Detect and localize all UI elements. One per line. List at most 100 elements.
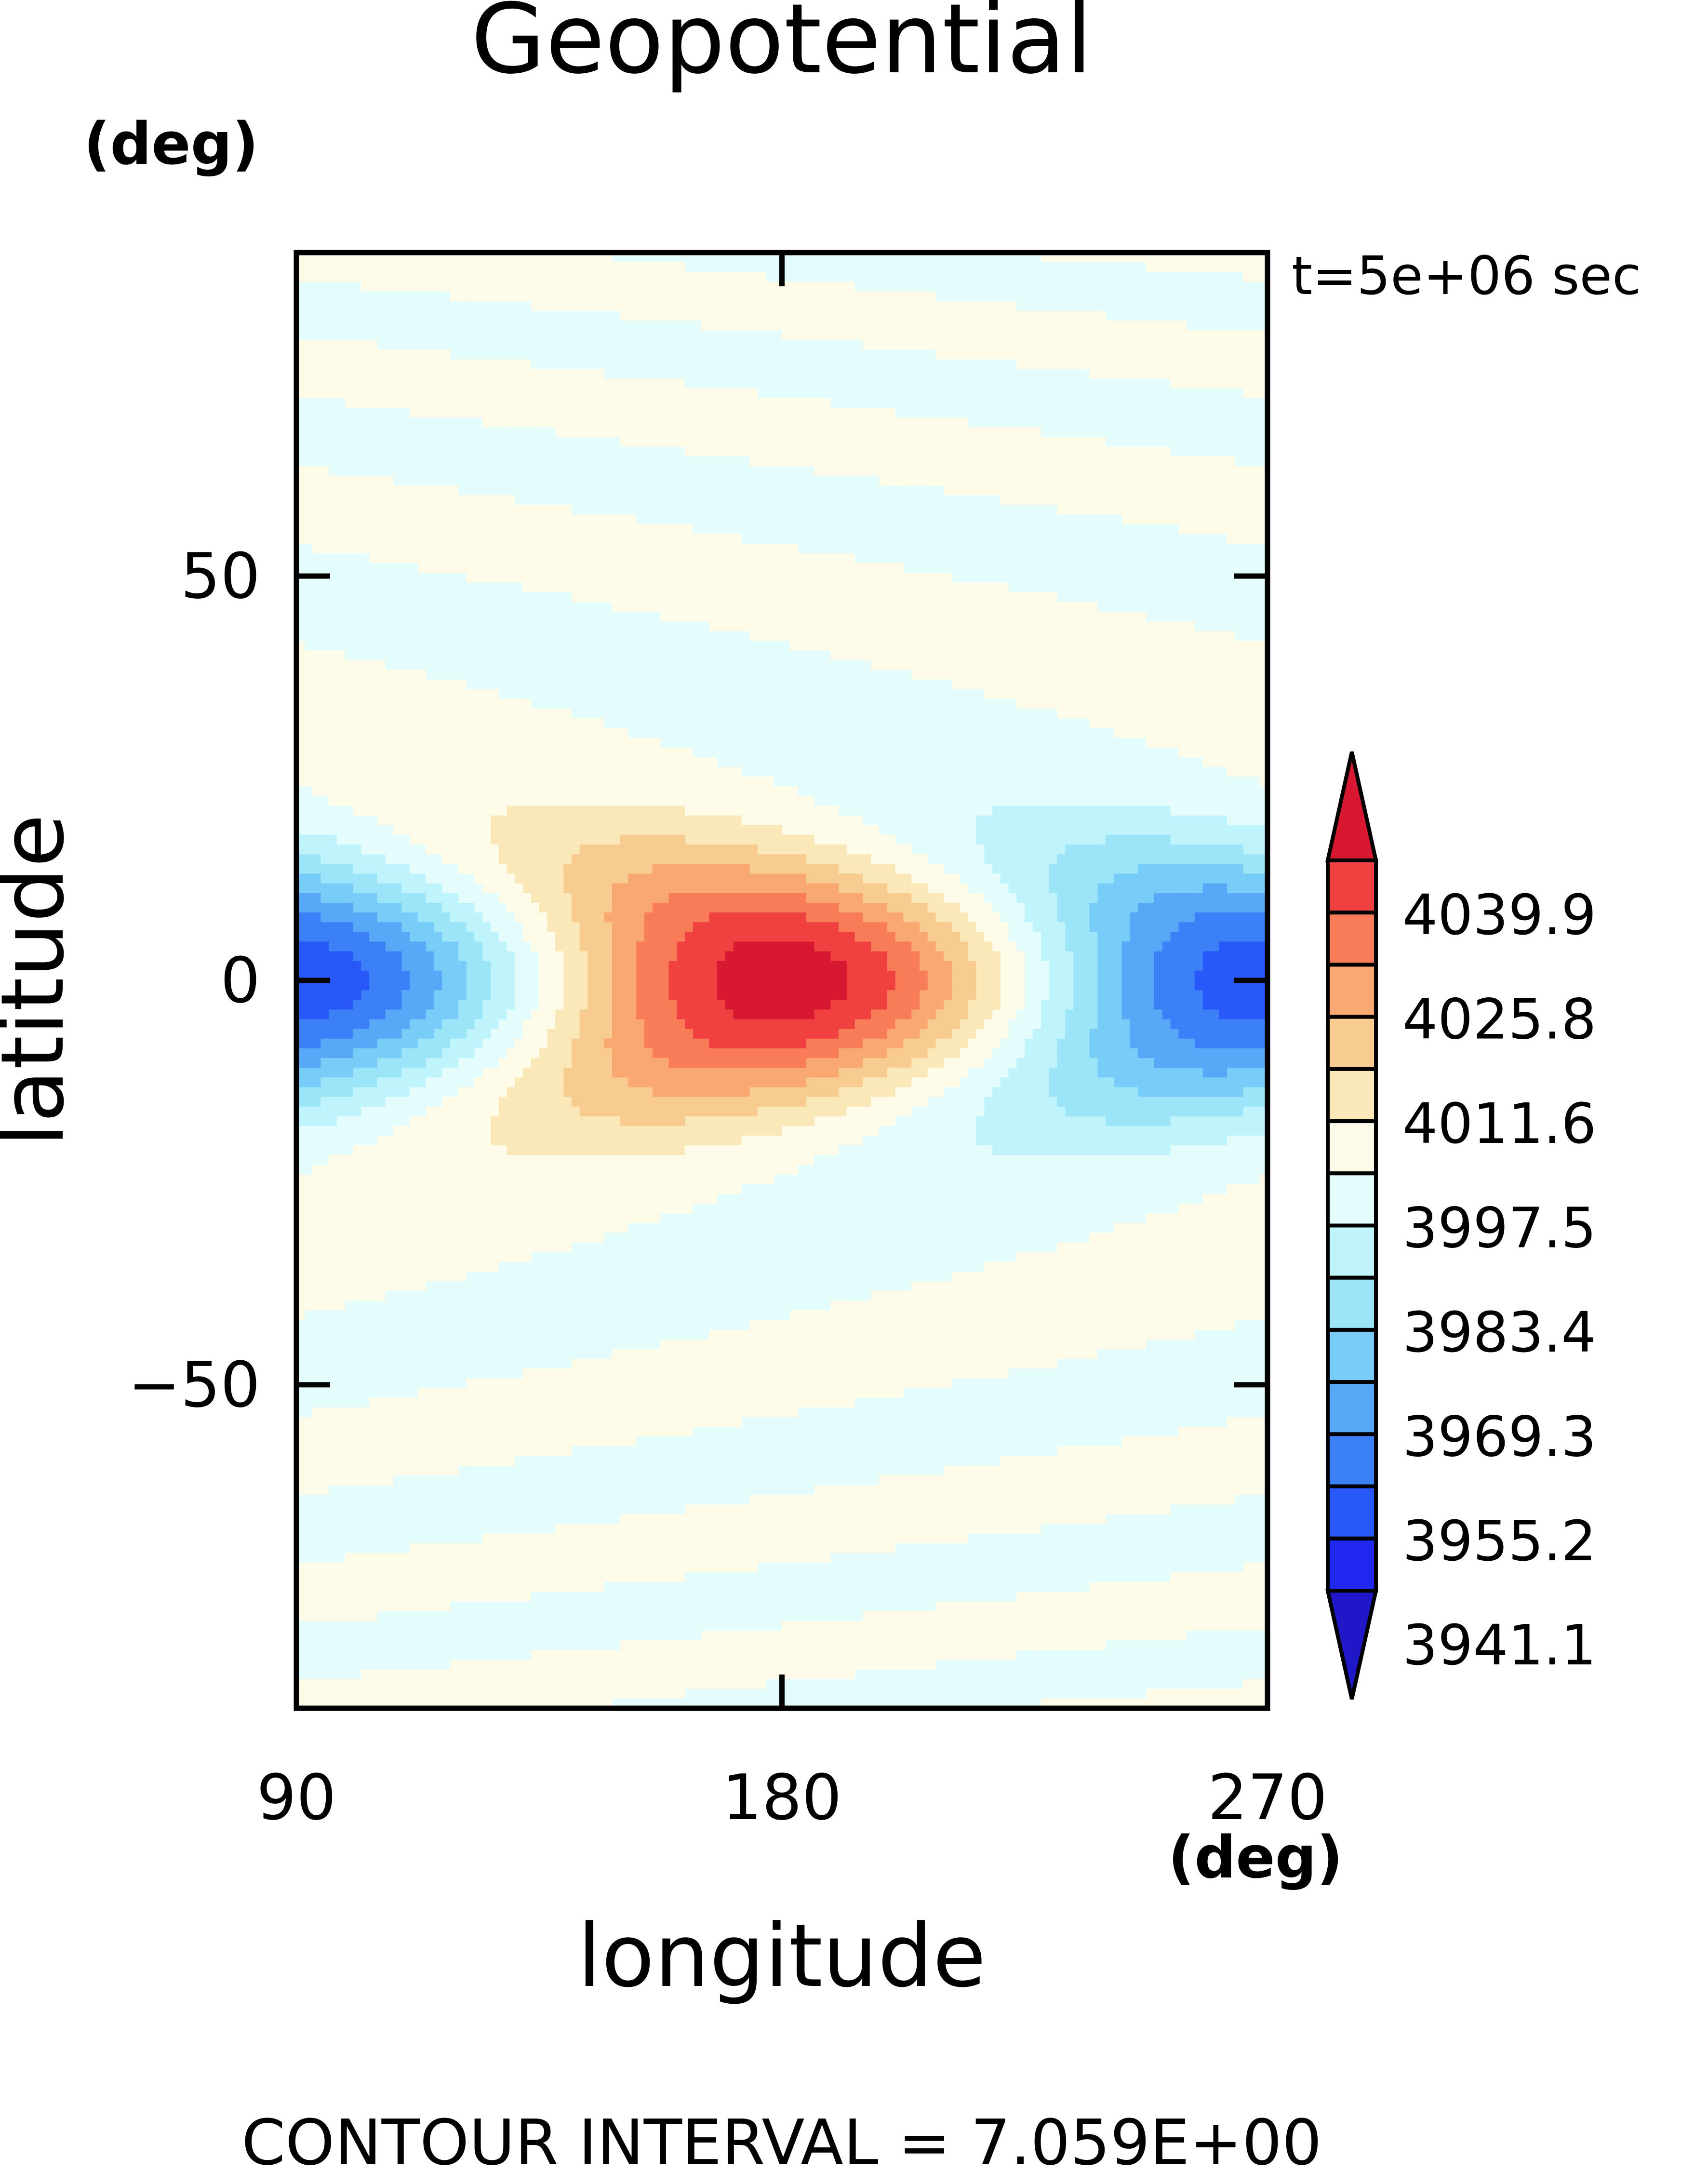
field-cell: [466, 417, 475, 428]
field-cell: [1041, 573, 1050, 583]
field-cell: [919, 602, 928, 612]
field-cell: [579, 573, 588, 583]
field-cell: [450, 582, 459, 593]
field-cell: [1154, 378, 1163, 389]
field-cell: [919, 563, 928, 574]
field-cell: [839, 369, 847, 379]
field-cell: [482, 602, 491, 612]
field-cell: [976, 524, 985, 535]
field-cell: [612, 524, 621, 535]
field-cell: [1235, 631, 1244, 642]
field-cell: [1146, 330, 1155, 340]
field-cell: [385, 408, 394, 418]
field-cell: [944, 573, 952, 583]
field-cell: [822, 553, 831, 564]
field-cell: [668, 291, 678, 302]
field-cell: [709, 291, 718, 302]
field-cell: [798, 476, 807, 486]
field-cell: [579, 631, 588, 642]
field-cell: [515, 330, 523, 340]
field-cell: [1251, 408, 1260, 418]
field-cell: [1202, 437, 1212, 447]
field-cell: [701, 466, 710, 476]
field-cell: [1251, 349, 1260, 360]
field-cell: [1146, 573, 1155, 583]
field-cell: [685, 369, 694, 379]
field-cell: [1041, 446, 1050, 457]
field-cell: [1194, 369, 1203, 379]
field-cell: [596, 369, 604, 379]
field-cell: [1000, 437, 1009, 447]
field-cell: [668, 650, 678, 661]
field-cell: [458, 310, 467, 321]
field-cell: [1081, 272, 1090, 282]
field-cell: [604, 378, 613, 389]
field-cell: [442, 631, 451, 642]
field-cell: [1033, 573, 1041, 583]
field-cell: [1041, 340, 1050, 350]
field-cell: [749, 534, 758, 544]
field-cell: [644, 553, 653, 564]
field-cell: [417, 592, 427, 603]
field-cell: [1057, 476, 1066, 486]
field-cell: [320, 650, 329, 661]
field-cell: [555, 427, 564, 438]
field-cell: [717, 553, 726, 564]
field-cell: [1008, 505, 1017, 515]
field-cell: [1235, 359, 1244, 370]
field-cell: [612, 631, 621, 642]
field-cell: [1033, 456, 1041, 467]
field-cell: [677, 495, 685, 506]
field-cell: [393, 505, 402, 515]
field-cell: [1081, 573, 1090, 583]
field-cell: [1089, 524, 1098, 535]
field-cell: [498, 650, 507, 661]
field-cell: [498, 369, 507, 379]
field-cell: [1106, 495, 1114, 506]
field-cell: [547, 359, 556, 370]
field-cell: [555, 437, 564, 447]
field-cell: [725, 466, 734, 476]
field-cell: [369, 437, 378, 447]
field-cell: [1033, 427, 1041, 438]
field-cell: [960, 320, 969, 331]
field-cell: [458, 330, 467, 340]
field-cell: [968, 524, 977, 535]
field-cell: [677, 544, 685, 554]
field-cell: [450, 456, 459, 467]
field-cell: [361, 621, 370, 631]
field-cell: [895, 417, 904, 428]
field-cell: [1081, 466, 1090, 476]
field-cell: [1065, 524, 1074, 535]
field-cell: [839, 524, 847, 535]
field-cell: [660, 514, 669, 525]
field-cell: [976, 544, 985, 554]
field-cell: [304, 408, 313, 418]
field-cell: [353, 359, 362, 370]
field-cell: [417, 369, 427, 379]
field-cell: [1211, 485, 1220, 496]
field-cell: [652, 349, 661, 360]
field-cell: [377, 398, 386, 408]
field-cell: [790, 310, 799, 321]
field-cell: [320, 272, 329, 282]
field-cell: [1033, 398, 1041, 408]
field-cell: [523, 262, 532, 273]
field-cell: [377, 262, 386, 273]
field-cell: [1121, 505, 1131, 515]
field-cell: [782, 291, 791, 302]
field-cell: [410, 359, 418, 370]
field-cell: [312, 524, 321, 535]
field-cell: [644, 359, 653, 370]
field-cell: [1073, 553, 1082, 564]
field-cell: [1008, 437, 1017, 447]
field-cell: [765, 281, 774, 292]
field-cell: [774, 534, 783, 544]
field-cell: [636, 437, 645, 447]
field-cell: [466, 553, 475, 564]
field-cell: [1121, 408, 1131, 418]
field-cell: [709, 310, 718, 321]
field-cell: [555, 301, 564, 311]
field-cell: [1025, 505, 1033, 515]
field-cell: [992, 378, 1001, 389]
